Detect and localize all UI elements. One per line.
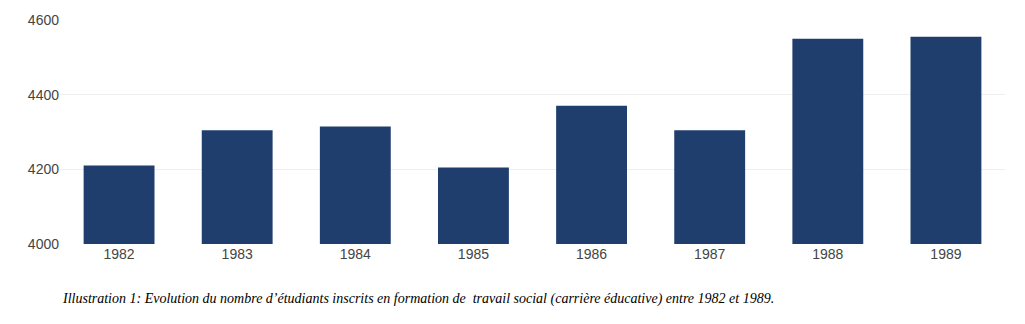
svg-text:4400: 4400 — [28, 87, 59, 103]
svg-text:1989: 1989 — [930, 246, 961, 262]
svg-text:4600: 4600 — [28, 12, 59, 28]
svg-text:1983: 1983 — [222, 246, 253, 262]
svg-text:1985: 1985 — [458, 246, 489, 262]
svg-text:1988: 1988 — [812, 246, 843, 262]
svg-text:Illustration 1: Evolution du n: Illustration 1: Evolution du nombre d’ét… — [62, 291, 774, 307]
svg-text:4200: 4200 — [28, 161, 59, 177]
svg-text:1982: 1982 — [103, 246, 134, 262]
svg-text:1984: 1984 — [340, 246, 371, 262]
svg-text:4000: 4000 — [28, 236, 59, 252]
svg-text:1986: 1986 — [576, 246, 607, 262]
svg-text:1987: 1987 — [694, 246, 725, 262]
